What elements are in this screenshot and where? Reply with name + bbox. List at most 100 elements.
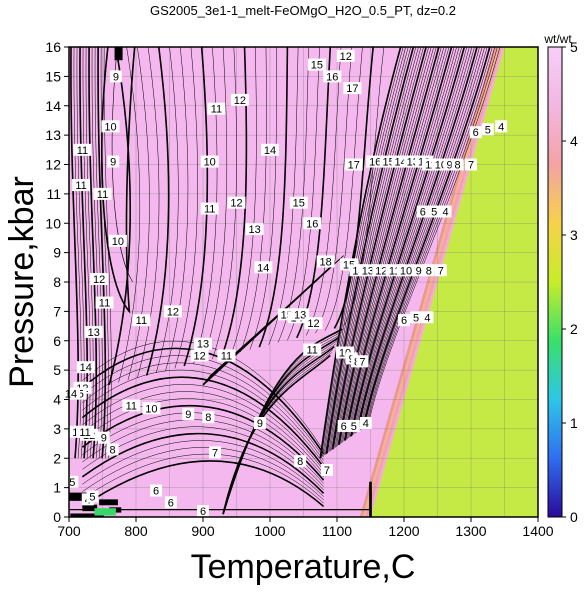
ridge-contour <box>258 47 289 348</box>
contour-label: 14 <box>264 145 276 157</box>
near-solidus-contour <box>342 47 447 443</box>
fragment-block <box>114 47 123 61</box>
contour-label-box <box>101 120 120 133</box>
ridge-contour <box>305 47 342 336</box>
basin-contour <box>82 453 324 504</box>
contour-label-box <box>254 261 273 274</box>
contour-label-box <box>86 490 99 503</box>
contour-label-box <box>343 82 362 95</box>
contour-label: 15 <box>311 60 323 72</box>
contour-label: 13 <box>197 339 209 351</box>
contour-label: 18 <box>319 256 331 268</box>
x-axis-ticks: 700 800 900 1000 1100 1200 1300 1400 <box>57 517 554 539</box>
contour-label: 11 <box>126 400 137 412</box>
contour-label: 11 <box>211 104 222 116</box>
contour-label: 11 <box>425 160 436 172</box>
contour-label: 7 <box>359 356 365 368</box>
contour-label-box <box>347 419 360 432</box>
contour-label: 4 <box>363 418 369 430</box>
contour-label: 6 <box>420 207 426 219</box>
contour-label: 5 <box>431 207 437 219</box>
contour-label: 9 <box>185 409 191 421</box>
contour-label: 17 <box>346 83 358 95</box>
contour-label: 9 <box>416 265 422 277</box>
contour-label: 13 <box>88 327 100 339</box>
ridge-contour <box>268 47 299 345</box>
contour-label-box <box>303 343 322 356</box>
near-solidus-contour <box>331 47 427 450</box>
contour-label: 6 <box>341 421 347 433</box>
chart-title: GS2005_3e1-1_melt-FeOMgO_H2O_0.5_PT, dz=… <box>150 3 456 18</box>
colorbar-tick-label: 4 <box>570 133 578 149</box>
near-solidus-contour <box>324 47 412 455</box>
low-temperature-fragments <box>69 47 372 517</box>
contour-label: 14 <box>65 389 77 401</box>
y-tick-label: 13 <box>45 127 61 143</box>
contour-label: 11 <box>306 345 317 357</box>
near-solidus-contour <box>329 47 422 452</box>
y-tick-label: 9 <box>53 245 61 261</box>
contour-label: 12 <box>194 350 206 362</box>
contour-label-box <box>316 255 335 268</box>
y-tick-label: 3 <box>53 421 61 437</box>
ridge-contour <box>145 47 170 376</box>
ridge-contour <box>127 47 150 381</box>
contour-label: 8 <box>455 160 461 172</box>
contour-label-box <box>95 296 114 309</box>
contour-label: 6 <box>200 506 206 518</box>
plot-area <box>69 47 538 517</box>
contour-label-box <box>397 264 416 277</box>
contour-label: 6 <box>473 127 479 139</box>
ridge-contour <box>221 47 248 357</box>
near-solidus-contour <box>349 47 462 438</box>
contour-label: 11 <box>77 145 88 157</box>
y-tick-label: 7 <box>53 303 61 319</box>
left-contour <box>76 47 85 459</box>
near-solidus-contour <box>343 47 450 442</box>
contour-label-box <box>303 217 322 230</box>
y-tick-label: 5 <box>53 362 61 378</box>
contour-label-box <box>142 402 161 415</box>
contour-label-box <box>323 70 342 83</box>
near-solidus-contour <box>333 47 429 449</box>
near-solidus-contour <box>347 47 457 439</box>
colorbar-ramp <box>547 46 563 518</box>
contour-label: 7 <box>468 160 474 172</box>
contour-label-box <box>434 264 447 277</box>
loop-contour <box>100 47 136 314</box>
contour-label-box <box>122 399 141 412</box>
x-tick-label: 700 <box>57 523 81 539</box>
contour-label-box <box>469 126 482 139</box>
fragment-block <box>94 508 116 516</box>
contour-label: 12 <box>234 95 246 107</box>
colorbar-tick-label: 1 <box>570 415 578 431</box>
contour-label-box <box>356 355 369 368</box>
contour-label-box <box>261 143 279 156</box>
contour-label: 12 <box>307 318 319 330</box>
near-solidus-contour <box>368 47 501 424</box>
contour-label-box <box>207 102 226 115</box>
contour-label: 10 <box>104 121 116 133</box>
basin-contour <box>82 440 324 497</box>
x-tick-label: 800 <box>124 523 148 539</box>
contour-label-box <box>359 417 372 429</box>
contour-label-box <box>337 419 350 432</box>
contour-label-box <box>108 234 127 247</box>
x-tick-label: 1200 <box>388 523 419 539</box>
contour-label-box <box>304 317 323 330</box>
near-solidus-contour <box>354 47 473 434</box>
fragment-block <box>69 492 90 501</box>
contour-label: 8 <box>109 444 115 456</box>
y-axis-label: Pressure,kbar <box>3 176 41 388</box>
contour-label-box <box>90 273 109 286</box>
ridge-contour <box>165 47 189 371</box>
left-contour <box>103 47 112 459</box>
near-solidus-contour <box>359 47 483 431</box>
colorbar-ticks: 0 1 2 3 4 5 <box>562 39 578 525</box>
ridge-contour <box>212 47 237 360</box>
near-solidus-contour <box>362 47 491 428</box>
ridge-contour <box>155 47 179 374</box>
contour-label-box <box>76 361 95 374</box>
contour-label: 8 <box>205 412 211 424</box>
